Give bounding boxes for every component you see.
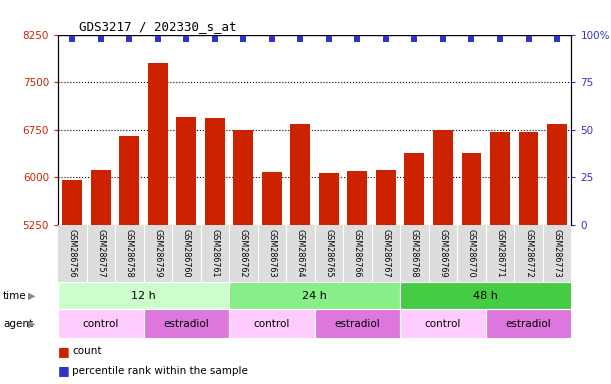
Bar <box>290 124 310 225</box>
Bar <box>262 172 282 225</box>
Text: GSM286762: GSM286762 <box>239 229 248 278</box>
Text: percentile rank within the sample: percentile rank within the sample <box>72 366 248 376</box>
Bar <box>319 173 339 225</box>
Bar <box>400 282 571 309</box>
Point <box>438 36 448 42</box>
Text: GSM286764: GSM286764 <box>296 229 305 278</box>
Bar <box>547 124 567 225</box>
Point <box>296 36 306 42</box>
Text: count: count <box>72 346 101 356</box>
Bar <box>229 309 315 338</box>
Point <box>381 36 391 42</box>
Text: 48 h: 48 h <box>474 291 498 301</box>
Bar <box>404 153 425 225</box>
Text: GSM286766: GSM286766 <box>353 229 362 278</box>
Point <box>125 36 134 42</box>
Bar <box>148 63 168 225</box>
Bar <box>348 171 367 225</box>
Text: time: time <box>3 291 27 301</box>
Point <box>153 36 163 42</box>
Point <box>353 36 362 42</box>
Point <box>324 36 334 42</box>
Text: GSM286771: GSM286771 <box>496 229 505 278</box>
Point <box>210 36 220 42</box>
Bar <box>58 282 229 309</box>
Bar <box>490 131 510 225</box>
Point <box>238 36 248 42</box>
Text: estradiol: estradiol <box>506 318 551 329</box>
Point <box>267 36 277 42</box>
Text: GSM286756: GSM286756 <box>68 229 77 278</box>
Text: GSM286768: GSM286768 <box>410 229 419 278</box>
Point <box>181 36 191 42</box>
Text: GSM286758: GSM286758 <box>125 229 134 278</box>
Text: 12 h: 12 h <box>131 291 156 301</box>
Text: GSM286772: GSM286772 <box>524 229 533 278</box>
Text: ■: ■ <box>58 345 70 358</box>
Text: GSM286759: GSM286759 <box>153 229 163 278</box>
Point <box>67 36 77 42</box>
Text: estradiol: estradiol <box>164 318 209 329</box>
Bar <box>177 117 196 225</box>
Point <box>409 36 419 42</box>
Text: control: control <box>82 318 119 329</box>
Point <box>495 36 505 42</box>
Text: GSM286770: GSM286770 <box>467 229 476 278</box>
Bar <box>91 169 111 225</box>
Text: 24 h: 24 h <box>302 291 327 301</box>
Text: agent: agent <box>3 318 33 329</box>
Bar <box>229 282 400 309</box>
Bar <box>486 309 571 338</box>
Bar <box>119 136 139 225</box>
Bar <box>205 118 225 225</box>
Bar <box>62 180 82 225</box>
Point <box>96 36 106 42</box>
Text: GSM286767: GSM286767 <box>381 229 390 278</box>
Bar <box>58 309 144 338</box>
Point <box>524 36 533 42</box>
Text: GSM286757: GSM286757 <box>97 229 105 278</box>
Bar <box>519 131 538 225</box>
Bar <box>233 130 254 225</box>
Point <box>467 36 477 42</box>
Text: GSM286773: GSM286773 <box>552 229 562 278</box>
Bar <box>376 170 396 225</box>
Text: GSM286765: GSM286765 <box>324 229 334 278</box>
Text: estradiol: estradiol <box>335 318 380 329</box>
Bar <box>315 309 400 338</box>
Bar <box>433 130 453 225</box>
Text: GSM286769: GSM286769 <box>439 229 447 278</box>
Text: control: control <box>425 318 461 329</box>
Text: ▶: ▶ <box>28 291 35 301</box>
Text: ▶: ▶ <box>28 318 35 329</box>
Bar <box>144 309 229 338</box>
Bar <box>400 309 486 338</box>
Text: GSM286763: GSM286763 <box>268 229 276 278</box>
Text: GDS3217 / 202330_s_at: GDS3217 / 202330_s_at <box>79 20 236 33</box>
Text: GSM286760: GSM286760 <box>182 229 191 278</box>
Text: GSM286761: GSM286761 <box>210 229 219 278</box>
Bar <box>461 153 481 225</box>
Text: ■: ■ <box>58 364 70 377</box>
Point <box>552 36 562 42</box>
Text: control: control <box>254 318 290 329</box>
